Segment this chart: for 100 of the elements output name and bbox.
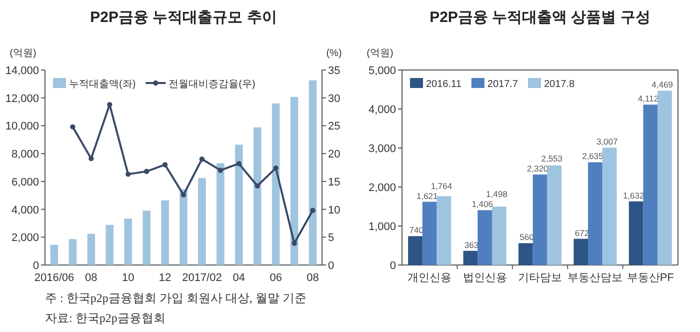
point [199, 156, 205, 162]
y2-axis-title: (%) [326, 48, 342, 59]
y-tick-label: 5,000 [368, 65, 396, 77]
bar [547, 165, 562, 265]
data-label: 2,320 [526, 164, 548, 174]
point [310, 208, 316, 213]
bar [308, 80, 317, 265]
point [292, 240, 297, 246]
bar [87, 234, 96, 265]
y-axis-title: (억원) [366, 48, 394, 59]
y-tick-label: 2,000 [11, 232, 39, 244]
point [70, 124, 76, 130]
x-tick-label: 부동산PF [626, 272, 674, 284]
bar [142, 210, 150, 265]
y-tick-label: 4,000 [368, 104, 396, 116]
y-tick-label: 8,000 [11, 148, 39, 161]
x-tick-label: 08 [306, 272, 319, 284]
bar [588, 162, 602, 265]
y-tick-label: 2,000 [368, 182, 396, 194]
y-tick-label: 0 [32, 260, 39, 272]
point [180, 192, 186, 198]
bar [643, 104, 658, 265]
x-tick-label: 법인신용 [462, 272, 507, 284]
y-tick-label: 14,000 [5, 65, 39, 77]
x-tick-label: 개인신용 [408, 272, 452, 284]
data-label: 1,621 [416, 190, 438, 201]
point [107, 102, 112, 108]
y-axis-title: (억원) [10, 48, 36, 59]
y-tick-label: 10,000 [5, 120, 39, 133]
bar [478, 210, 492, 265]
x-tick-label: 10 [122, 272, 134, 284]
point [273, 165, 278, 171]
bar [216, 163, 224, 265]
bar [492, 206, 506, 265]
bar [198, 178, 206, 265]
bar [518, 243, 533, 265]
y2-tick-label: 30 [328, 92, 340, 105]
x-tick-label: 2017/02 [182, 272, 222, 284]
x-tick-label: 부동산담보 [568, 272, 623, 284]
x-tick-label: 기타담보 [518, 272, 562, 284]
bar [180, 189, 188, 265]
legend-label: 누적대출액(좌) [69, 79, 136, 90]
data-label: 1,406 [472, 199, 494, 210]
text: 자료: 한국p2p금융협회 [45, 311, 166, 325]
y-tick-label: 12,000 [5, 92, 39, 105]
bar [422, 202, 437, 265]
data-label: 3,007 [596, 136, 618, 147]
data-label: 1,498 [486, 189, 508, 200]
y2-tick-label: 25 [328, 120, 340, 133]
y-tick-label: 6,000 [11, 176, 39, 188]
data-label: 2,553 [541, 154, 563, 164]
point [126, 172, 131, 177]
bar [68, 239, 77, 265]
legend-label: 2017.7 [487, 79, 518, 90]
y-tick-label: 4,000 [11, 204, 39, 216]
legend-label: 전월대비증감율(우) [168, 79, 256, 90]
point [236, 161, 242, 166]
y2-tick-label: 35 [328, 65, 340, 77]
legend-label: 2016.11 [426, 79, 462, 90]
bar [235, 144, 243, 265]
bar [463, 250, 478, 265]
y-tick-label: 1,000 [368, 221, 396, 233]
chart-title: P2P금융 누적대출액 상품별 구성 [430, 9, 650, 26]
text: 주 : 한국p2p금융협회 가입 회원사 대상, 월말 기준 [45, 291, 306, 305]
point [218, 168, 224, 173]
x-tick-label: 04 [232, 272, 246, 284]
y2-tick-label: 10 [328, 204, 340, 216]
x-tick-label: 06 [270, 272, 282, 284]
data-label: 4,469 [652, 80, 674, 90]
point [144, 168, 150, 174]
bar [50, 244, 58, 265]
bar [272, 103, 280, 265]
point [254, 183, 260, 188]
y2-tick-label: 15 [328, 176, 340, 188]
bar [532, 174, 548, 265]
x-tick-label: 08 [85, 272, 98, 284]
bar [574, 238, 588, 265]
x-tick-label: 12 [158, 272, 172, 284]
bar [161, 200, 169, 265]
bar [628, 201, 644, 265]
chart-title: P2P금융 누적대출규모 추이 [90, 9, 277, 26]
y-tick-label: 0 [390, 260, 396, 272]
point [88, 156, 94, 162]
data-label: 2,635 [582, 151, 604, 162]
bar [602, 148, 617, 265]
y2-tick-label: 5 [328, 232, 334, 244]
data-label: 4,112 [638, 94, 659, 104]
data-label: 1,764 [430, 180, 452, 191]
legend-label: 2017.8 [544, 79, 576, 90]
bar [290, 96, 298, 265]
y2-tick-label: 20 [328, 148, 340, 161]
y2-tick-label: 0 [328, 260, 334, 272]
bar [253, 127, 262, 265]
y-tick-label: 3,000 [368, 143, 396, 155]
bar [106, 224, 114, 265]
bar [658, 90, 672, 265]
bar [408, 236, 422, 265]
bar [436, 196, 452, 265]
x-tick-label: 2016/06 [34, 272, 74, 284]
bar [124, 218, 132, 265]
